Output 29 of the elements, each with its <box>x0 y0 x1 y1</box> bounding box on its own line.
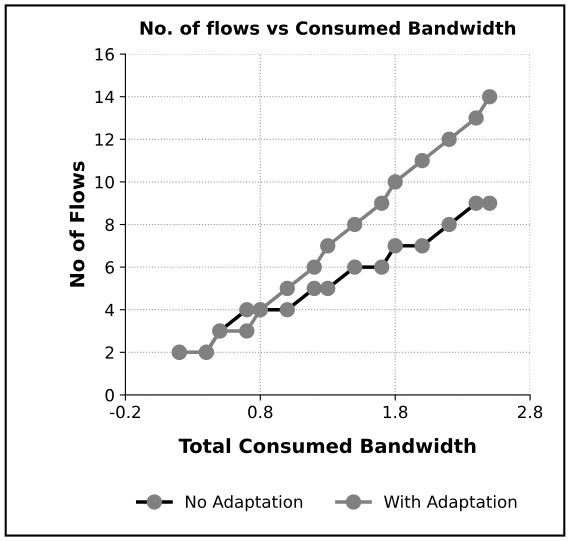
y-tick-label: 12 <box>96 133 114 146</box>
chart-title: No. of flows vs Consumed Bandwidth <box>140 20 516 35</box>
point <box>347 216 362 232</box>
y-tick-label: 6 <box>106 261 114 274</box>
y-tick-label: 2 <box>106 346 114 359</box>
x-axis-title: Total Consumed Bandwidth <box>178 438 476 454</box>
y-tick-label: 16 <box>96 48 114 61</box>
point <box>306 259 322 275</box>
point <box>414 152 430 168</box>
point <box>374 196 390 211</box>
x-tick-label: 2.8 <box>518 406 542 418</box>
point <box>239 323 254 339</box>
y-axis-title: No of Flows <box>69 162 84 287</box>
point <box>320 238 336 254</box>
legend-label: With Adaptation <box>384 495 516 512</box>
y-tick-label: 14 <box>96 90 114 104</box>
x-tick-label: 1.8 <box>384 406 408 418</box>
x-tick-label: -0.2 <box>110 406 140 418</box>
x-tick-label: 0.8 <box>248 406 272 418</box>
y-tick-label: 4 <box>105 304 114 316</box>
point <box>280 280 295 296</box>
y-tick-label: 8 <box>106 218 114 232</box>
point <box>468 110 484 126</box>
point <box>442 132 457 147</box>
point <box>388 174 403 190</box>
y-tick-label: 10 <box>96 176 114 188</box>
point <box>482 89 498 104</box>
y-tick-label: 0 <box>105 388 114 402</box>
legend-label: No Adaptation <box>186 495 302 512</box>
